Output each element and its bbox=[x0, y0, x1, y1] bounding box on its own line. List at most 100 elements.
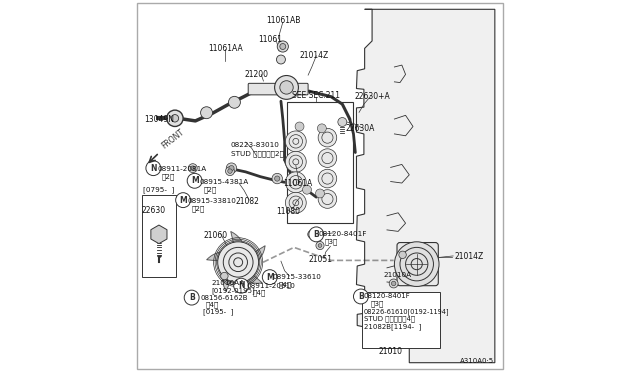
Text: 08120-8401F: 08120-8401F bbox=[364, 294, 411, 299]
Text: STUD スタッド（2）: STUD スタッド（2） bbox=[231, 150, 284, 157]
Text: （2）: （2） bbox=[191, 205, 205, 212]
Circle shape bbox=[218, 242, 259, 283]
Text: FRONT: FRONT bbox=[160, 128, 186, 151]
Text: 22630: 22630 bbox=[141, 206, 165, 215]
Circle shape bbox=[187, 173, 202, 188]
Circle shape bbox=[229, 253, 248, 272]
Text: M: M bbox=[191, 176, 198, 185]
Text: [0192-0195]: [0192-0195] bbox=[211, 287, 255, 294]
Circle shape bbox=[146, 161, 161, 176]
Circle shape bbox=[272, 173, 282, 184]
Circle shape bbox=[234, 278, 248, 293]
Text: STUD スタッド（4）: STUD スタッド（4） bbox=[364, 315, 415, 322]
Circle shape bbox=[280, 81, 293, 94]
Polygon shape bbox=[248, 246, 265, 266]
Circle shape bbox=[280, 44, 286, 49]
Text: N: N bbox=[150, 164, 157, 173]
Text: B: B bbox=[358, 292, 364, 301]
Text: 21060: 21060 bbox=[204, 231, 228, 240]
Circle shape bbox=[277, 41, 289, 52]
Circle shape bbox=[295, 122, 304, 131]
Circle shape bbox=[293, 179, 299, 185]
Circle shape bbox=[228, 169, 232, 173]
Text: 11080: 11080 bbox=[276, 207, 300, 216]
FancyBboxPatch shape bbox=[397, 243, 438, 286]
Circle shape bbox=[308, 230, 316, 238]
Circle shape bbox=[175, 193, 191, 208]
Circle shape bbox=[338, 118, 347, 126]
Circle shape bbox=[172, 115, 179, 122]
Text: B: B bbox=[189, 293, 195, 302]
Text: 21082B[1194-  ]: 21082B[1194- ] bbox=[364, 323, 421, 330]
Circle shape bbox=[285, 192, 306, 213]
Text: 08915-4381A: 08915-4381A bbox=[199, 179, 248, 185]
Text: 22630A: 22630A bbox=[346, 124, 374, 133]
Circle shape bbox=[221, 272, 228, 280]
Text: 21200: 21200 bbox=[245, 70, 269, 79]
Text: SEE SEC.211: SEE SEC.211 bbox=[292, 92, 340, 100]
Polygon shape bbox=[223, 266, 234, 292]
Text: （3）: （3） bbox=[370, 301, 383, 307]
Circle shape bbox=[392, 281, 396, 286]
Text: 08915-33810: 08915-33810 bbox=[187, 198, 236, 204]
Circle shape bbox=[276, 55, 285, 64]
Text: （4）: （4） bbox=[279, 281, 292, 288]
Text: A310A0·5: A310A0·5 bbox=[460, 358, 494, 364]
Circle shape bbox=[293, 200, 299, 206]
Text: 08156-6162B: 08156-6162B bbox=[200, 295, 248, 301]
Circle shape bbox=[309, 227, 324, 242]
Circle shape bbox=[191, 166, 195, 170]
Text: 08911-20610: 08911-20610 bbox=[246, 283, 295, 289]
Circle shape bbox=[322, 193, 333, 205]
Circle shape bbox=[316, 241, 324, 250]
Text: 22630+A: 22630+A bbox=[354, 92, 390, 101]
Text: （4）: （4） bbox=[253, 289, 266, 296]
Circle shape bbox=[234, 258, 243, 267]
Circle shape bbox=[285, 172, 306, 193]
Circle shape bbox=[289, 155, 303, 169]
Circle shape bbox=[318, 244, 322, 247]
Circle shape bbox=[293, 138, 299, 144]
Text: （3）: （3） bbox=[325, 238, 338, 245]
Circle shape bbox=[318, 128, 337, 147]
Text: 08911-2081A: 08911-2081A bbox=[157, 166, 207, 172]
Text: B: B bbox=[314, 230, 319, 239]
Circle shape bbox=[289, 135, 303, 148]
Text: 11061: 11061 bbox=[258, 35, 282, 44]
Text: 08915-33610: 08915-33610 bbox=[273, 274, 322, 280]
Text: （2）: （2） bbox=[204, 186, 218, 193]
Text: [0195-  ]: [0195- ] bbox=[203, 308, 233, 315]
Circle shape bbox=[353, 289, 369, 304]
Circle shape bbox=[322, 153, 333, 164]
Circle shape bbox=[188, 164, 197, 173]
Text: 11061AA: 11061AA bbox=[209, 44, 243, 53]
Bar bbox=[142, 195, 175, 277]
Text: [0795-  ]: [0795- ] bbox=[143, 186, 175, 193]
Circle shape bbox=[227, 163, 237, 173]
Text: 13049N: 13049N bbox=[145, 115, 175, 124]
Text: 21010A: 21010A bbox=[384, 272, 412, 278]
Circle shape bbox=[394, 242, 439, 286]
Circle shape bbox=[225, 167, 234, 176]
Text: 21082: 21082 bbox=[235, 197, 259, 206]
FancyBboxPatch shape bbox=[248, 83, 308, 95]
Text: 21014Z: 21014Z bbox=[454, 252, 484, 261]
Text: 11061AB: 11061AB bbox=[266, 16, 300, 25]
Text: 21010AA: 21010AA bbox=[211, 280, 244, 286]
Circle shape bbox=[289, 176, 303, 189]
Circle shape bbox=[289, 196, 303, 209]
Circle shape bbox=[200, 107, 212, 119]
Bar bbox=[287, 102, 353, 223]
Text: 21051: 21051 bbox=[309, 255, 333, 264]
Circle shape bbox=[285, 131, 306, 152]
Circle shape bbox=[316, 189, 324, 198]
Circle shape bbox=[285, 151, 306, 172]
Text: 08223-83010: 08223-83010 bbox=[231, 142, 280, 148]
Text: N: N bbox=[238, 281, 244, 290]
Polygon shape bbox=[231, 231, 244, 253]
Circle shape bbox=[322, 173, 333, 184]
Bar bbox=[362, 292, 440, 348]
Circle shape bbox=[184, 290, 199, 305]
Circle shape bbox=[318, 169, 337, 188]
Circle shape bbox=[262, 270, 277, 285]
